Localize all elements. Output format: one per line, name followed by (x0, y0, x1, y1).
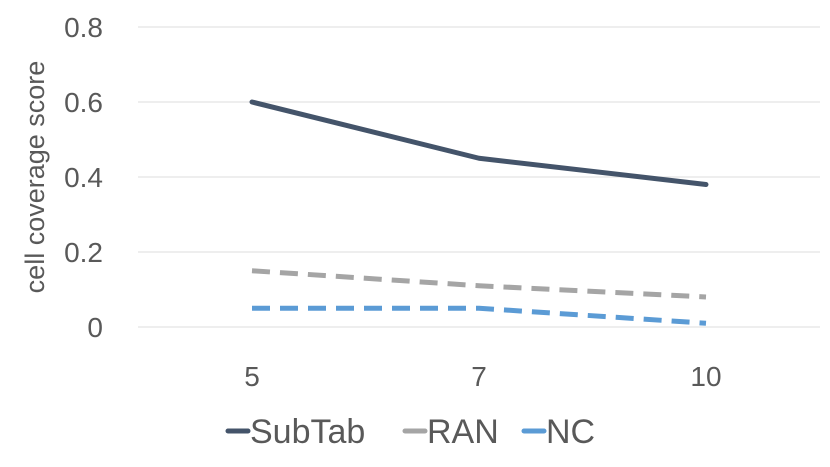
data-point (479, 285, 480, 286)
legend-item-nc: NC (521, 413, 595, 451)
legend: SubTab RAN NC (225, 413, 595, 451)
y-tick-label: 0.8 (64, 12, 103, 43)
legend-label: SubTab (250, 413, 365, 451)
y-tick-label: 0.4 (64, 162, 103, 193)
series-line-subtab (249, 99, 709, 187)
series-line-nc (252, 305, 707, 326)
legend-label: RAN (427, 413, 499, 451)
y-tick-label: 0.6 (64, 87, 103, 118)
data-point (479, 158, 480, 159)
legend-label: NC (546, 413, 595, 451)
data-point (706, 323, 707, 324)
legend-item-ran: RAN (402, 413, 499, 451)
x-tick-label: 5 (244, 361, 260, 392)
series-nc (252, 305, 707, 326)
x-tick-label: 10 (690, 361, 721, 392)
series-ran (251, 268, 707, 300)
y-axis-title: cell coverage score (20, 61, 50, 294)
x-axis-ticks: 5 7 10 (244, 361, 721, 392)
x-tick-label: 7 (471, 361, 487, 392)
y-tick-label: 0.2 (64, 237, 103, 268)
data-point (479, 308, 480, 309)
gridlines (138, 26, 820, 328)
y-tick-label: 0 (87, 312, 103, 343)
series-line-ran (251, 268, 707, 300)
data-point (252, 308, 253, 309)
series-subtab (249, 99, 709, 187)
data-point (706, 184, 707, 185)
series-lines (249, 99, 709, 326)
data-point (252, 102, 253, 103)
legend-item-subtab: SubTab (225, 413, 365, 451)
data-point (252, 270, 253, 271)
data-point (706, 297, 707, 298)
y-axis-ticks: 0 0.2 0.4 0.6 0.8 (64, 12, 103, 343)
